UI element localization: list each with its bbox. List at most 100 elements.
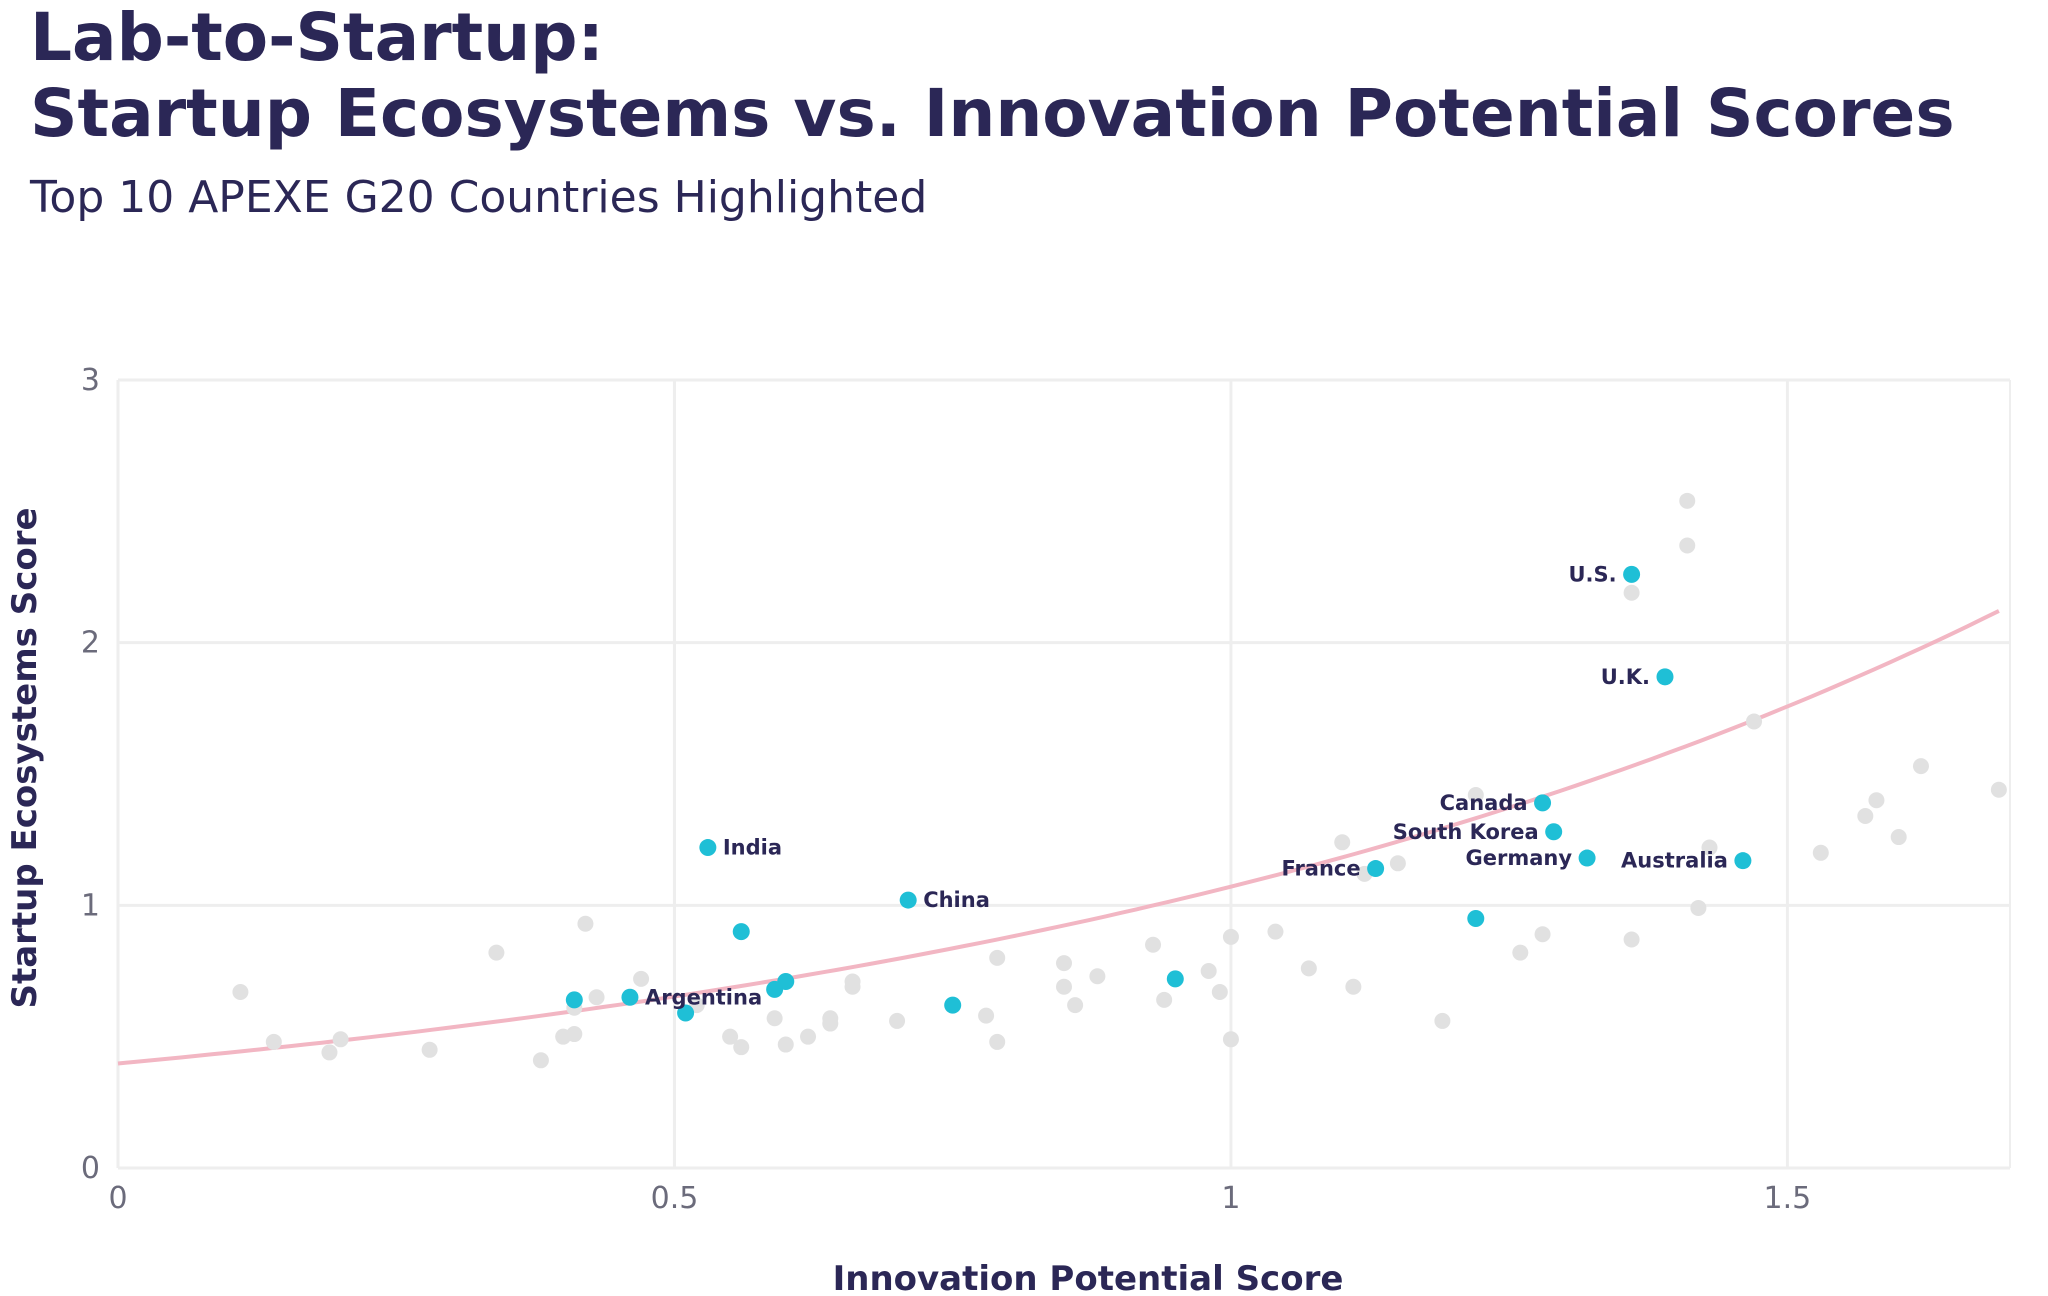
data-point	[1701, 839, 1718, 856]
other-points-layer	[232, 492, 2007, 1069]
point-label: U.K.	[1601, 665, 1650, 689]
data-point	[989, 949, 1006, 966]
data-point	[1056, 955, 1072, 972]
point-label: France	[1281, 857, 1360, 881]
data-point	[989, 1033, 1006, 1050]
data-point	[1890, 829, 1907, 846]
data-point	[1868, 792, 1885, 809]
data-point	[1389, 855, 1406, 872]
highlighted-points-layer	[565, 565, 1752, 1022]
point-label: South Korea	[1393, 820, 1539, 844]
data-point	[1067, 997, 1084, 1014]
tick-label-layer: 0 0.5 1 1.5 0 1 2 3	[81, 363, 1811, 1216]
point-label: Canada	[1440, 791, 1528, 815]
data-point	[1267, 923, 1284, 940]
x-tick-label: 0.5	[651, 1181, 699, 1216]
data-point	[633, 970, 650, 987]
chart-title-line-1: Lab-to-Startup:	[30, 0, 604, 76]
y-tick-label: 3	[81, 363, 100, 398]
x-tick-label: 1	[1221, 1181, 1240, 1216]
chart-subtitle: Top 10 APEXE G20 Countries Highlighted	[30, 172, 928, 223]
highlighted-data-point	[621, 988, 639, 1006]
data-point	[1156, 991, 1173, 1008]
data-point	[1222, 1031, 1239, 1048]
point-label: Argentina	[645, 985, 762, 1009]
highlighted-data-point	[1623, 565, 1641, 583]
data-point	[321, 1044, 338, 1061]
y-tick-label: 0	[81, 1151, 100, 1186]
data-point	[1345, 978, 1362, 995]
highlighted-data-point	[699, 839, 717, 857]
y-tick-label: 1	[81, 888, 100, 923]
data-point	[733, 1039, 750, 1056]
highlighted-data-point	[677, 1004, 695, 1022]
highlighted-data-point	[899, 891, 917, 909]
trend-line	[117, 609, 2000, 1066]
data-point	[800, 1028, 817, 1045]
data-point	[1623, 584, 1640, 601]
data-point	[1467, 787, 1484, 804]
data-point	[1512, 944, 1529, 961]
point-label: India	[723, 836, 782, 860]
data-point	[1679, 492, 1696, 509]
y-tick-label: 2	[81, 626, 100, 661]
x-tick-label: 1.5	[1764, 1181, 1812, 1216]
data-point	[844, 978, 861, 995]
data-point	[1857, 808, 1874, 825]
data-point	[577, 915, 594, 932]
highlighted-data-point	[732, 923, 750, 941]
highlighted-data-point	[1467, 909, 1485, 927]
data-point	[1990, 781, 2007, 798]
y-axis-title: Startup Ecosystems Score	[5, 507, 45, 1008]
data-point	[1145, 936, 1162, 953]
data-point	[421, 1041, 438, 1058]
chart-header: Lab-to-Startup: Startup Ecosystems vs. I…	[30, 0, 2010, 224]
data-point	[889, 1012, 906, 1029]
point-label: China	[923, 888, 990, 912]
data-point	[1089, 968, 1106, 985]
data-point	[1056, 978, 1072, 995]
highlighted-data-point	[1545, 823, 1563, 841]
data-point	[1690, 899, 1707, 916]
data-point	[1300, 960, 1317, 977]
highlighted-data-point	[944, 996, 962, 1014]
highlighted-data-point	[1166, 970, 1184, 988]
data-point	[1222, 928, 1239, 945]
data-point	[1812, 844, 1829, 861]
data-point	[566, 1026, 583, 1043]
data-point	[1534, 926, 1551, 943]
data-point	[532, 1052, 549, 1069]
grid-layer	[116, 378, 2011, 1170]
data-point	[822, 1015, 839, 1032]
data-point	[1334, 834, 1351, 851]
highlighted-data-point	[565, 991, 583, 1009]
trend-line-layer	[117, 609, 2000, 1066]
data-point	[766, 1010, 783, 1027]
data-point	[1623, 931, 1640, 948]
x-tick-label: 0	[108, 1181, 127, 1216]
data-point	[265, 1033, 282, 1050]
highlighted-data-point	[1534, 794, 1552, 812]
data-point	[1434, 1012, 1451, 1029]
point-label: Australia	[1621, 849, 1728, 873]
point-label: U.S.	[1568, 562, 1616, 586]
data-point	[1912, 758, 1929, 775]
highlighted-data-point	[1656, 668, 1674, 686]
data-point	[722, 1028, 739, 1045]
chart-title-line-2: Startup Ecosystems vs. Innovation Potent…	[30, 75, 1955, 152]
data-point	[1211, 984, 1228, 1001]
data-point	[1200, 963, 1217, 979]
x-axis-title: Innovation Potential Score	[833, 1259, 1344, 1296]
point-label: Germany	[1466, 846, 1573, 870]
data-point	[588, 989, 605, 1006]
data-point	[1679, 537, 1696, 554]
data-point	[978, 1007, 995, 1024]
highlighted-data-point	[1734, 852, 1752, 870]
data-point	[332, 1031, 349, 1048]
highlighted-data-point	[1367, 860, 1385, 878]
highlighted-data-point	[1578, 849, 1596, 867]
highlighted-data-point	[766, 980, 784, 998]
data-point	[232, 984, 249, 1001]
